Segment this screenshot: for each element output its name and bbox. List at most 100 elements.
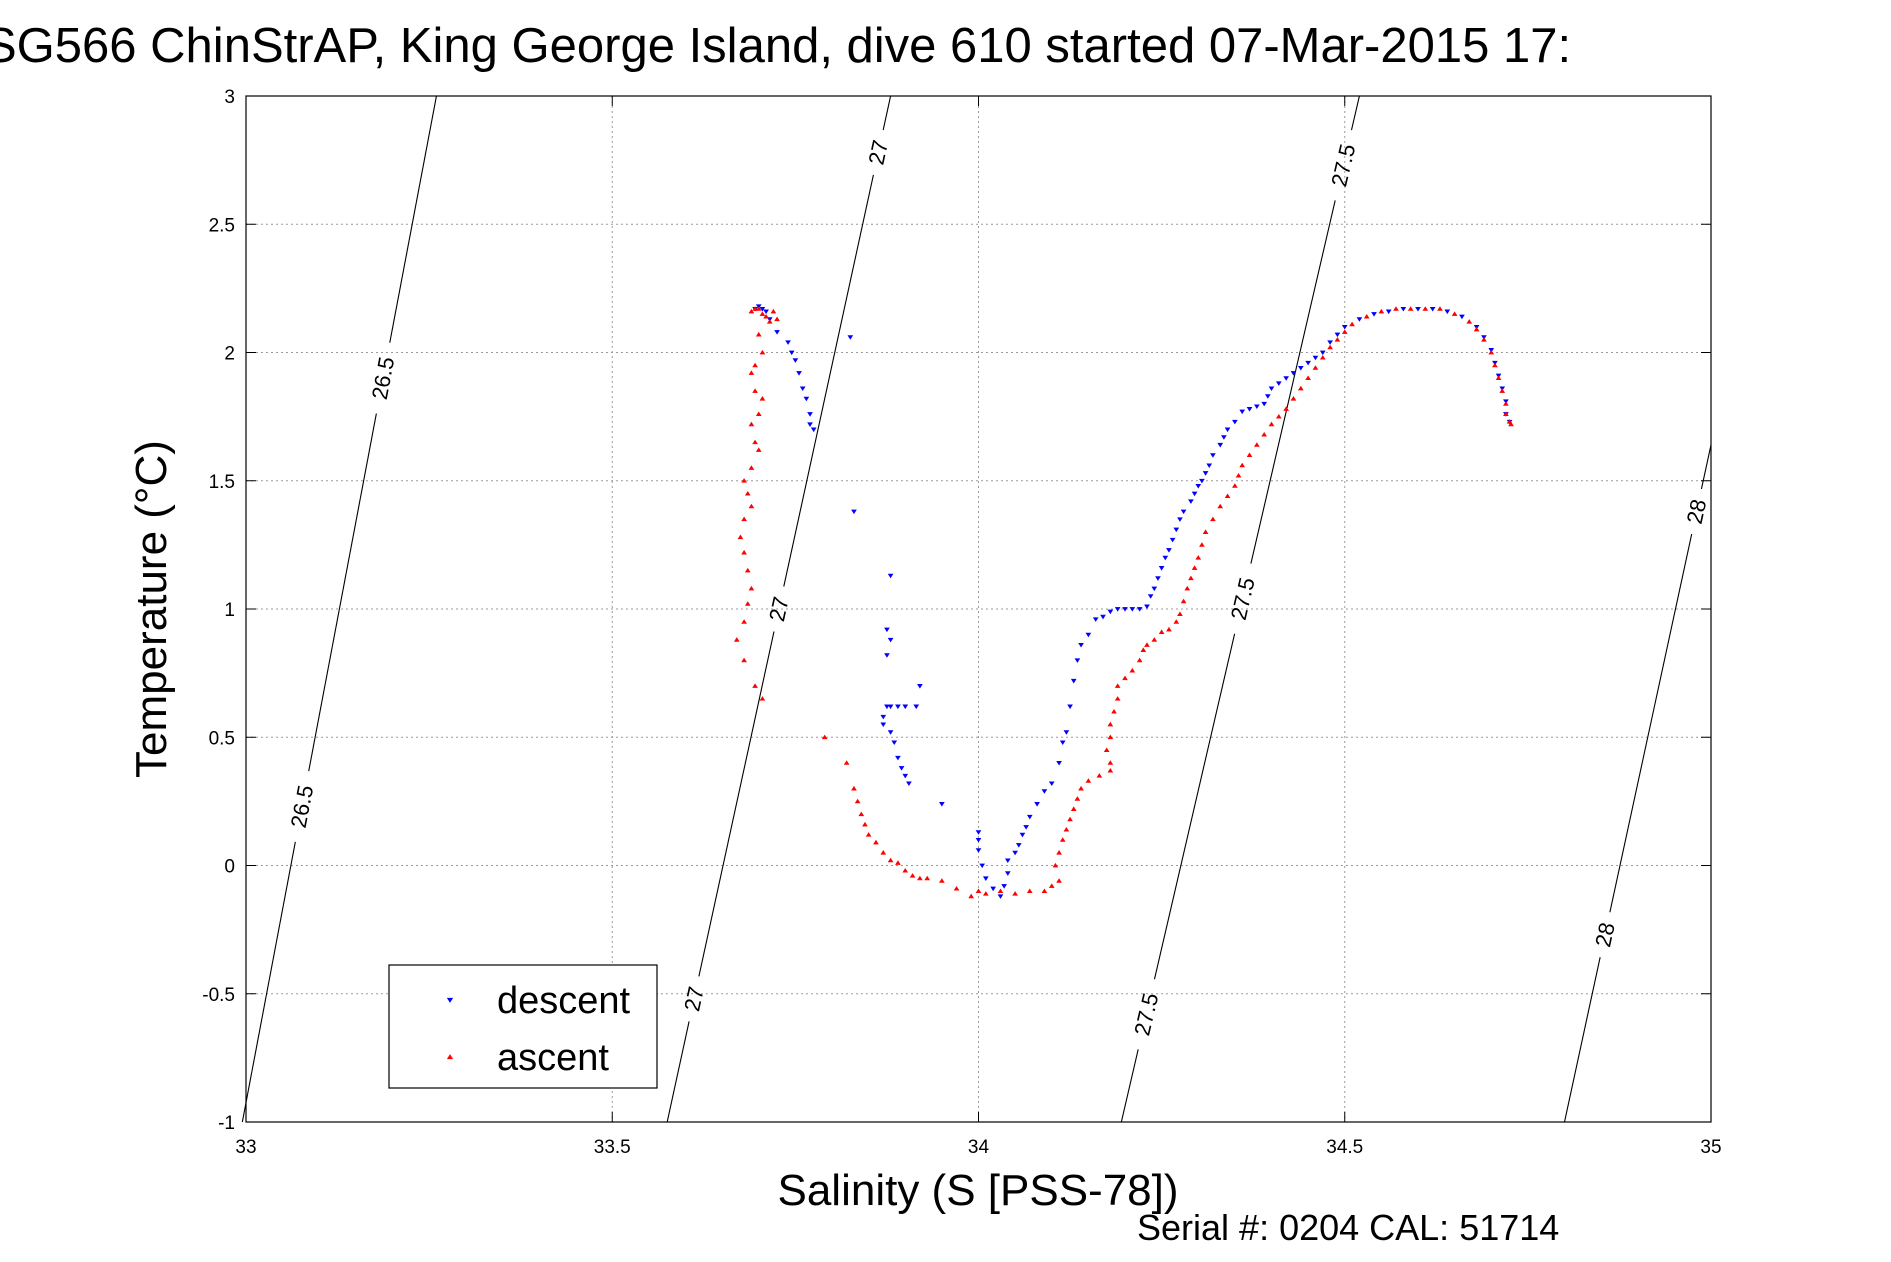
data-point-ascent	[1508, 421, 1514, 427]
data-point-descent	[1180, 509, 1187, 515]
data-point-ascent	[1056, 878, 1062, 883]
legend-label-ascent: ascent	[497, 1037, 609, 1079]
data-point-descent	[1283, 376, 1289, 381]
data-point-ascent	[1232, 483, 1238, 488]
data-point-ascent	[887, 857, 894, 863]
density-contour-line	[1609, 533, 1693, 913]
data-point-descent	[1385, 309, 1392, 315]
data-point-descent	[1155, 576, 1161, 581]
data-point-ascent	[1246, 452, 1253, 458]
data-point-descent	[979, 863, 986, 869]
data-point-ascent	[1078, 785, 1084, 791]
data-point-ascent	[1063, 826, 1070, 832]
data-point-descent	[884, 653, 890, 658]
data-point-descent	[1217, 442, 1224, 448]
data-point-ascent	[1085, 778, 1092, 783]
data-point-descent	[1312, 355, 1319, 361]
data-point-descent	[1334, 332, 1341, 338]
data-point-descent	[1056, 760, 1062, 766]
data-point-descent	[1261, 401, 1268, 407]
y-tick-label: -1	[218, 1113, 235, 1134]
data-point-descent	[1268, 386, 1275, 392]
data-point-ascent	[1499, 388, 1506, 393]
density-contour-line	[1350, 95, 1360, 131]
data-point-ascent	[895, 860, 901, 865]
data-point-descent	[1122, 607, 1128, 612]
data-point-ascent	[770, 308, 777, 314]
data-point-ascent	[851, 785, 857, 791]
data-point-ascent	[744, 601, 751, 606]
data-point-descent	[1023, 825, 1029, 830]
data-point-ascent	[1492, 362, 1498, 368]
data-point-ascent	[1070, 806, 1077, 811]
data-point-descent	[1210, 453, 1216, 458]
data-point-descent	[1400, 306, 1407, 312]
data-point-descent	[1191, 491, 1198, 497]
data-point-descent	[975, 837, 982, 843]
axis-ticks: 33 33.5 34 34.5 35 -1 -0.5 0 0.5 1 1.5 2 2.5 3	[202, 87, 1721, 1158]
data-point-ascent	[748, 370, 755, 375]
data-point-ascent	[1254, 442, 1260, 447]
data-point-ascent	[1217, 503, 1224, 509]
data-point-ascent	[865, 832, 872, 837]
data-point-ascent	[1297, 385, 1304, 391]
legend-marker-glyph	[446, 997, 454, 1003]
data-point-descent	[1221, 435, 1227, 440]
data-point-descent	[1074, 658, 1081, 663]
legend-box	[388, 964, 658, 1089]
data-point-descent	[759, 306, 766, 312]
data-point-ascent	[1495, 375, 1502, 381]
data-point-ascent	[1103, 747, 1110, 752]
density-contour-line	[1563, 957, 1601, 1123]
data-point-ascent	[1151, 637, 1158, 642]
data-point-ascent	[1166, 626, 1172, 632]
data-point-ascent	[1177, 611, 1183, 617]
data-point-ascent	[759, 396, 766, 401]
data-point-ascent	[873, 839, 879, 845]
data-point-descent	[1202, 471, 1209, 476]
data-point-descent	[1001, 884, 1007, 889]
data-point-ascent	[1122, 675, 1128, 681]
data-point-ascent	[1184, 585, 1191, 591]
density-contour-line	[308, 413, 377, 772]
data-point-descent	[913, 704, 920, 710]
density-contour-label: 27	[863, 138, 893, 167]
data-point-descent	[884, 627, 890, 633]
data-point-ascent	[1199, 542, 1205, 547]
data-point-ascent	[1107, 734, 1114, 740]
y-tick-label: 2.5	[209, 215, 235, 236]
data-point-ascent	[1268, 421, 1275, 427]
data-point-ascent	[1107, 721, 1114, 727]
series-ascent	[733, 306, 1514, 899]
data-point-descent	[902, 704, 909, 710]
data-point-ascent	[1341, 329, 1348, 334]
data-point-ascent	[755, 331, 762, 337]
data-point-ascent	[748, 465, 755, 470]
data-point-descent	[1107, 609, 1114, 615]
series-descent	[752, 304, 1513, 899]
density-contour-line	[698, 631, 775, 977]
data-point-ascent	[1275, 413, 1282, 419]
x-tick-label: 35	[1700, 1137, 1721, 1158]
y-tick-label: 2	[224, 344, 235, 365]
data-point-descent	[1158, 566, 1165, 571]
data-point-ascent	[982, 891, 989, 896]
y-tick-label: -0.5	[202, 985, 235, 1006]
data-point-descent	[1264, 394, 1271, 399]
data-point-descent	[1356, 317, 1363, 322]
density-contour-line	[882, 95, 892, 131]
data-point-descent	[1019, 832, 1026, 838]
data-point-ascent	[1202, 529, 1209, 534]
data-point-ascent	[741, 549, 747, 555]
data-point-ascent	[1188, 575, 1194, 581]
data-point-descent	[906, 781, 912, 787]
data-point-ascent	[741, 657, 747, 663]
data-point-ascent	[858, 811, 865, 817]
data-point-ascent	[1056, 850, 1062, 855]
data-point-descent	[1327, 340, 1333, 345]
data-point-ascent	[1393, 306, 1399, 311]
data-point-ascent	[1239, 462, 1246, 468]
legend-marker-glyph	[446, 1054, 454, 1060]
density-contour-label: 27	[679, 984, 709, 1013]
data-point-descent	[887, 730, 894, 735]
